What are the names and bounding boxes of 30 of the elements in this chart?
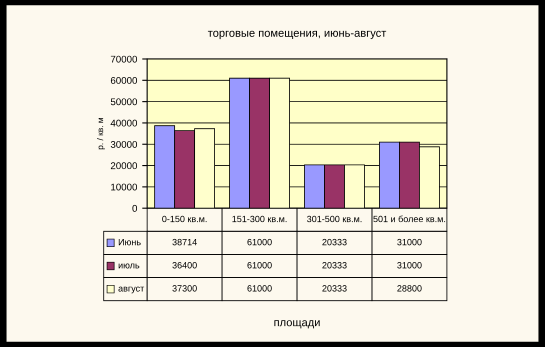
x-tick-label: 151-300 кв.м. bbox=[232, 216, 287, 222]
data-label: 20333 bbox=[322, 238, 347, 246]
y-tick-label: 40000 bbox=[110, 120, 138, 127]
data-label: 37300 bbox=[172, 285, 197, 292]
y-tick-label: 20000 bbox=[110, 162, 138, 170]
y-axis-title: р. / кв. м bbox=[97, 118, 105, 150]
y-tick-label: 10000 bbox=[111, 184, 138, 191]
legend-label: июль bbox=[118, 263, 140, 268]
x-tick-label: 501 и более кв.м. bbox=[373, 215, 446, 222]
x-tick-label: 301-500 кв.м. bbox=[307, 216, 362, 222]
data-label: 31000 bbox=[397, 238, 422, 246]
text: площади bbox=[274, 320, 320, 328]
y-tick-label: 0 bbox=[132, 204, 138, 212]
data-label: 38714 bbox=[172, 238, 197, 246]
y-tick-label: 70000 bbox=[110, 56, 138, 63]
y-tick-label: 50000 bbox=[110, 98, 138, 106]
y-tick-label: 30000 bbox=[110, 140, 138, 148]
chart-title: торговые помещения, июнь-август bbox=[208, 30, 386, 40]
data-label: 20333 bbox=[322, 262, 347, 268]
data-label: 61000 bbox=[247, 285, 272, 292]
data-label: 28800 bbox=[397, 285, 422, 292]
y-tick-label: 60000 bbox=[110, 77, 138, 84]
data-label: 31000 bbox=[397, 262, 422, 268]
data-label: 36400 bbox=[172, 262, 197, 268]
data-label: 61000 bbox=[247, 238, 272, 246]
legend-label: август bbox=[118, 286, 144, 294]
data-label: 61000 bbox=[247, 262, 272, 268]
data-label: 20333 bbox=[322, 285, 347, 292]
legend-label: Июнь bbox=[118, 239, 141, 246]
x-tick-label: 0-150 кв.м. bbox=[162, 216, 207, 222]
